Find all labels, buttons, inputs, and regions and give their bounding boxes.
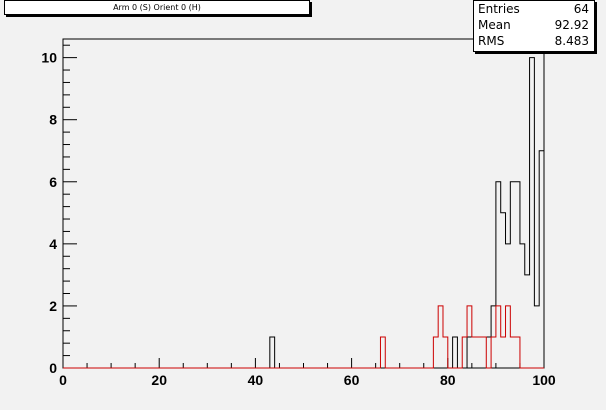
stats-entries-row: Entries 64: [478, 1, 589, 17]
histogram-series: [63, 57, 545, 369]
mean-label: Mean: [478, 18, 511, 32]
histogram-series-1: [63, 305, 544, 369]
histogram-series-0: [63, 57, 545, 369]
x-tick-label: 0: [59, 372, 67, 388]
x-tick-label: 20: [151, 372, 167, 388]
y-tick-label: 2: [49, 298, 57, 314]
stats-mean-row: Mean 92.92: [478, 17, 589, 33]
y-tick-label: 10: [41, 50, 57, 66]
entries-label: Entries: [478, 2, 520, 16]
chart-title: Arm 0 (S) Orient 0 (H): [4, 0, 310, 15]
plot-frame: [62, 38, 545, 369]
x-tick-label: 100: [532, 372, 556, 388]
mean-value: 92.92: [554, 18, 589, 32]
x-tick-label: 40: [248, 372, 264, 388]
x-tick-label: 60: [344, 372, 360, 388]
y-tick-label: 0: [49, 360, 57, 376]
y-tick-label: 8: [49, 112, 57, 128]
rms-value: 8.483: [554, 34, 589, 48]
entries-value: 64: [573, 2, 589, 16]
stats-box: Entries 64 Mean 92.92 RMS 8.483: [473, 0, 595, 52]
stats-rms-row: RMS 8.483: [478, 33, 589, 49]
y-tick-label: 4: [49, 236, 57, 252]
x-tick-label: 80: [440, 372, 456, 388]
tick-labels: 0 20 40 60 80 100 0 2 4 6 8 10: [41, 50, 555, 388]
y-tick-label: 6: [49, 174, 57, 190]
rms-label: RMS: [478, 34, 505, 48]
